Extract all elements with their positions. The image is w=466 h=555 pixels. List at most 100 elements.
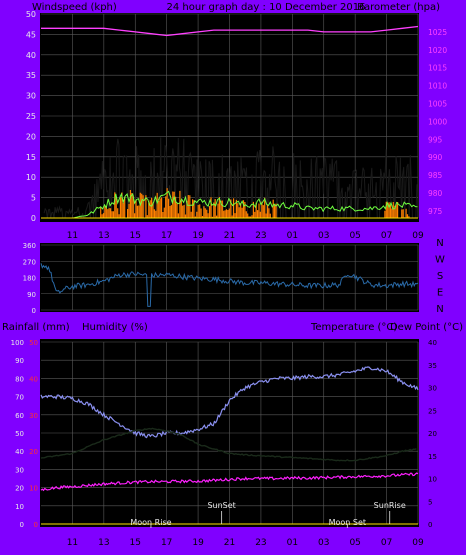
wind-tick-label: 35: [26, 71, 36, 80]
humidity-tick-label: 20: [15, 485, 24, 493]
wind-tick-label: 30: [26, 92, 36, 101]
wind-tick-label: 50: [26, 10, 36, 19]
barometer-tick-label: 985: [428, 171, 443, 180]
temperature-tick-label: 20: [428, 430, 437, 438]
temperature-tick-label: 0: [428, 521, 432, 529]
event-label: Moon Set: [329, 518, 366, 527]
direction-panel-grid: [41, 244, 419, 311]
wind-x-tick-label: 13: [98, 231, 109, 241]
temperature-tick-label: 40: [428, 339, 437, 347]
barometer-series: [41, 25, 419, 37]
wind-tick-label: 0: [31, 214, 36, 223]
temp-x-tick-label: 19: [192, 538, 204, 548]
barometer-tick-label: 1010: [428, 82, 447, 91]
wind-x-tick-label: 21: [224, 231, 235, 241]
direction-compass-label: S: [437, 271, 443, 282]
temperature-tick-label: 35: [428, 362, 437, 370]
wind-tick-label: 20: [26, 132, 36, 141]
wind-x-tick-label: 23: [255, 231, 266, 241]
barometer-tick-label: 1025: [428, 28, 447, 37]
wind-average-series: [44, 190, 418, 219]
wind-x-tick-label: 05: [349, 231, 360, 241]
temp-x-tick-label: 11: [67, 538, 78, 548]
barometer-tick-label: 990: [428, 153, 443, 162]
event-label: Moon Rise: [130, 518, 171, 527]
barometer-tick-label: 1000: [428, 117, 447, 126]
rain-tick-label: 0: [34, 521, 38, 529]
barometer-tick-label: 1005: [428, 99, 447, 108]
barometer-tick-label: 1020: [428, 46, 447, 55]
wind-x-tick-label: 15: [130, 231, 141, 241]
humidity-tick-label: 80: [15, 375, 24, 383]
barometer-tick-label: 980: [428, 189, 443, 198]
temperature-tick-label: 5: [428, 498, 432, 506]
direction-compass-label: W: [435, 255, 445, 266]
humidity-tick-label: 60: [15, 412, 24, 420]
humidity-axis-title: Humidity (%): [82, 322, 148, 333]
direction-tick-label: 270: [23, 258, 36, 266]
humidity-tick-label: 90: [15, 357, 24, 365]
direction-tick-label: 90: [27, 291, 36, 299]
temp-x-tick-label: 21: [224, 538, 235, 548]
wind-tick-label: 25: [26, 112, 36, 121]
direction-tick-label: 180: [23, 275, 36, 283]
temperature-axis-title: Temperature (°C): [310, 322, 397, 333]
rainfall-axis-title: Rainfall (mm): [2, 322, 70, 333]
humidity-tick-label: 30: [15, 466, 24, 474]
temp-panel-axes: 0102030405060708090100010203040500510152…: [11, 339, 437, 548]
direction-compass-label: N: [436, 304, 443, 315]
wind-x-tick-label: 03: [318, 231, 329, 241]
wind-x-tick-label: 17: [161, 231, 172, 241]
wind-panel-axes: 0510152025303540455097598098599099510001…: [26, 10, 448, 241]
wind-tick-label: 5: [31, 194, 36, 203]
wind-x-tick-label: 11: [67, 231, 78, 241]
event-label: SunSet: [207, 501, 235, 510]
direction-panel-data: [40, 263, 419, 307]
direction-tick-label: 360: [23, 242, 36, 250]
temp-x-tick-label: 07: [381, 538, 392, 548]
barometer-tick-label: 1015: [428, 64, 447, 73]
wind-x-tick-label: 01: [287, 231, 298, 241]
dewpoint-axis-title: Dew Point (°C): [390, 322, 463, 333]
wind-tick-label: 40: [26, 51, 36, 60]
rain-tick-label: 30: [29, 412, 38, 420]
direction-panel-axes: 360 N 270 W 180 S 90 E 0 N: [23, 238, 445, 315]
wind-x-tick-label: 07: [381, 231, 392, 241]
event-label: SunRise: [374, 501, 406, 510]
dewpoint-series: [40, 472, 419, 492]
rain-tick-label: 40: [29, 375, 38, 383]
graph-title: 24 hour graph day : 10 December 2016: [167, 2, 366, 13]
wind-direction-series: [40, 263, 419, 307]
wind-axis-title: Windspeed (kph): [32, 2, 117, 13]
temperature-series: [40, 427, 417, 462]
humidity-tick-label: 70: [15, 394, 24, 402]
barometer-tick-label: 975: [428, 207, 443, 216]
humidity-tick-label: 10: [15, 503, 24, 511]
direction-compass-label: N: [436, 238, 443, 249]
wind-panel-data: [41, 25, 419, 219]
humidity-tick-label: 100: [11, 339, 24, 347]
wind-x-tick-label: 09: [412, 231, 424, 241]
rain-tick-label: 20: [29, 448, 38, 456]
rain-tick-label: 50: [29, 339, 38, 347]
humidity-tick-label: 40: [15, 448, 24, 456]
temperature-tick-label: 25: [428, 407, 437, 415]
temp-x-tick-label: 13: [98, 538, 109, 548]
rain-tick-label: 10: [29, 485, 38, 493]
temperature-tick-label: 10: [428, 476, 437, 484]
temp-x-tick-label: 01: [287, 538, 298, 548]
direction-tick-label: 0: [32, 307, 36, 315]
temperature-tick-label: 30: [428, 385, 437, 393]
humidity-tick-label: 0: [20, 521, 24, 529]
wind-gust-series: [43, 137, 418, 219]
temp-panel-data: [40, 366, 419, 525]
barometer-tick-label: 995: [428, 135, 443, 144]
temp-x-tick-label: 09: [412, 538, 424, 548]
temp-x-tick-label: 15: [130, 538, 141, 548]
wind-tick-label: 45: [26, 30, 36, 39]
humidity-tick-label: 50: [15, 430, 24, 438]
humidity-series: [40, 366, 419, 439]
wind-x-tick-label: 19: [192, 231, 204, 241]
temp-x-tick-label: 05: [349, 538, 360, 548]
